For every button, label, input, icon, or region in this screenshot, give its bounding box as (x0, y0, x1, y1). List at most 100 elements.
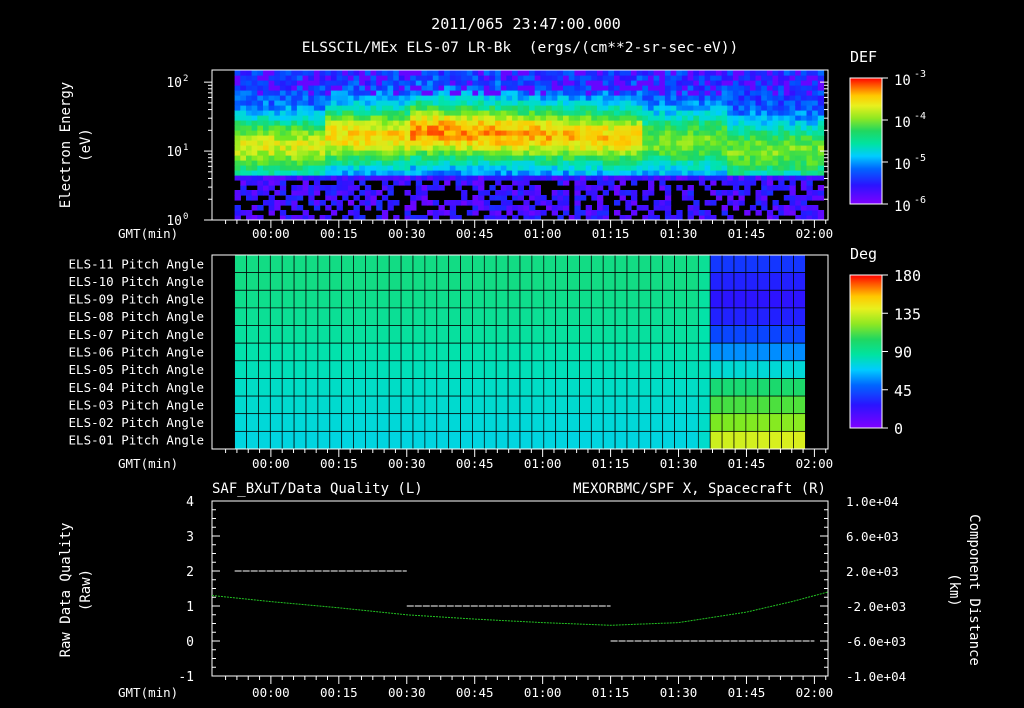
spectrogram-cell (421, 95, 428, 101)
pitch-angle-cell (686, 342, 699, 362)
spectrogram-cell (574, 130, 581, 136)
spectrogram-cell (619, 85, 626, 91)
pitch-angle-cell (697, 342, 711, 362)
spectrogram-cell (715, 85, 723, 91)
spectrogram-cell (512, 95, 519, 101)
spectrogram-cell (410, 165, 417, 171)
spectrogram-cell (438, 75, 445, 81)
spectrogram-cell (393, 125, 400, 131)
spectrogram-cell (291, 135, 298, 141)
spectrogram-cell (325, 85, 332, 91)
spectrogram-cell (642, 90, 649, 96)
spectrogram-cell (234, 115, 241, 121)
spectrogram-cell (563, 145, 570, 151)
spectrogram-cell (631, 110, 638, 116)
spectrogram-cell (517, 95, 524, 101)
spectrogram-cell (495, 110, 502, 116)
spectrogram-cell (614, 80, 621, 86)
spectrogram-cell (732, 155, 740, 161)
spectrogram-cell (755, 140, 762, 146)
spectrogram-cell (449, 135, 457, 141)
spectrogram-cell (240, 190, 247, 196)
spectrogram-cell (563, 100, 570, 106)
spectrogram-cell (523, 100, 530, 106)
spectrogram-cell (710, 215, 717, 220)
pitch-angle-cell (400, 431, 414, 449)
spectrogram-cell (574, 205, 581, 211)
spectrogram-cell (330, 140, 338, 146)
spectrogram-cell (664, 210, 672, 216)
spectrogram-cell (274, 80, 281, 86)
spectrogram-cell (540, 145, 547, 151)
spectrogram-cell (319, 135, 326, 141)
spectrogram-cell (585, 110, 592, 116)
spectrogram-cell (795, 170, 802, 176)
spectrogram-cell (687, 140, 694, 146)
spectrogram-cell (421, 150, 428, 156)
spectrogram-cell (506, 75, 513, 81)
spectrogram-cell (234, 145, 241, 151)
spectrogram-cell (761, 145, 768, 151)
spectrogram-cell (738, 85, 745, 91)
spectrogram-cell (296, 165, 304, 171)
spectrogram-cell (302, 215, 309, 220)
spectrogram-cell (766, 150, 774, 156)
spectrogram-cell (251, 175, 258, 181)
pitch-angle-cell (793, 413, 806, 432)
spectrogram-cell (263, 140, 270, 146)
spectrogram-cell (715, 175, 723, 181)
pitch-angle-cell (650, 360, 664, 379)
spectrogram-cell (234, 75, 241, 81)
spectrogram-cell (257, 95, 264, 101)
spectrogram-cell (648, 90, 655, 96)
spectrogram-cell (398, 175, 406, 181)
pitch-angle-cell (697, 255, 711, 273)
spectrogram-cell (676, 110, 683, 116)
spectrogram-cell (551, 190, 558, 196)
spectrogram-cell (710, 110, 717, 116)
spectrogram-cell (761, 100, 768, 106)
spectrogram-cell (664, 150, 672, 156)
spectrogram-cell (506, 190, 513, 196)
spectrogram-cell (817, 215, 825, 220)
spectrogram-cell (342, 125, 349, 131)
pitch-angle-cell (234, 413, 247, 432)
spectrogram-cell (325, 160, 332, 166)
spectrogram-cell (614, 110, 621, 116)
pitch-angle-cell (745, 413, 759, 432)
pitch-xaxis-label: GMT(min) (118, 456, 178, 471)
spectrogram-cell (489, 95, 496, 101)
pitch-angle-cell (424, 431, 438, 449)
pitch-angle-cell (472, 255, 485, 273)
pitch-angle-cell (293, 289, 307, 309)
spectrogram-cell (648, 75, 655, 81)
spectrogram-cell (738, 170, 745, 176)
spectrogram-cell (783, 105, 791, 111)
spectrogram-cell (591, 155, 598, 161)
spectrogram-cell (404, 205, 411, 211)
spectrogram-cell (370, 135, 377, 141)
spectrogram-cell (353, 85, 360, 91)
quality-right-label-line1: Component Distance (966, 514, 982, 666)
spectrogram-cell (817, 210, 825, 216)
pitch-angle-cell (555, 325, 568, 344)
spectrogram-cell (240, 140, 247, 146)
plot-subtitle: ELSSCIL/MEx ELS-07 LR-Bk (ergs/(cm**2-sr… (302, 40, 739, 56)
pitch-angle-cell (614, 325, 628, 344)
spectrogram-cell (398, 155, 406, 161)
spectrogram-cell (648, 85, 655, 91)
spectrogram-cell (359, 130, 366, 136)
spectrogram-cell (744, 95, 751, 101)
spectrogram-cell (263, 175, 270, 181)
spectrogram-cell (698, 125, 706, 131)
spectrogram-cell (727, 190, 734, 196)
spectrogram-cell (313, 200, 321, 206)
spectrogram-cell (749, 170, 757, 176)
spectrogram-cell (574, 145, 581, 151)
quality-right-tick-label: 2.0e+03 (846, 564, 899, 579)
spectrogram-cell (291, 150, 298, 156)
spectrogram-cell (472, 195, 479, 201)
spectrogram-cell (681, 195, 689, 201)
spectrogram-cell (659, 145, 666, 151)
spectrogram-cell (744, 180, 751, 186)
